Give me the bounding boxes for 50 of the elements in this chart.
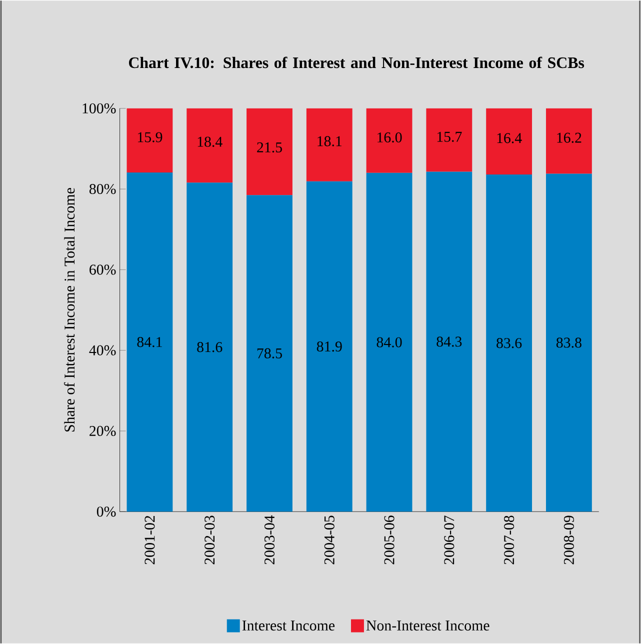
- data-label: 21.5: [257, 142, 282, 152]
- bar: [186, 182, 233, 512]
- bar: [306, 181, 352, 512]
- x-tick-label: 2002-03: [204, 516, 215, 564]
- bar: [126, 108, 173, 173]
- data-label: 15.9: [138, 132, 162, 142]
- bar: [306, 108, 352, 182]
- bar: [366, 172, 412, 512]
- data-label: 84.0: [376, 337, 402, 348]
- data-label: 83.8: [556, 338, 582, 348]
- x-tick-label: 2008-09: [564, 516, 574, 564]
- bar: [546, 108, 592, 174]
- bar: [426, 108, 472, 172]
- y-tick-label: 20%: [90, 426, 116, 436]
- x-tick-label: 2003-04: [264, 515, 275, 564]
- bar: [546, 174, 592, 512]
- data-label: 18.1: [318, 136, 342, 146]
- data-label: 16.4: [497, 133, 522, 144]
- bar: [426, 172, 472, 512]
- legend-label: Interest Income: [242, 620, 335, 631]
- data-label: 83.6: [496, 338, 522, 348]
- x-tick-label: 2005-06: [384, 516, 394, 564]
- x-tick-label: 2004-05: [324, 516, 335, 564]
- x-tick-label: 2007-08: [504, 516, 514, 564]
- data-label: 84.1: [137, 337, 162, 348]
- data-label: 81.9: [316, 341, 342, 352]
- x-tick-label: 2001-02: [144, 516, 155, 564]
- bar: [486, 108, 532, 175]
- data-label: 84.3: [436, 336, 462, 347]
- y-tick-label: 100%: [82, 103, 116, 114]
- data-label: 78.5: [258, 348, 282, 358]
- y-tick-label: 40%: [89, 345, 116, 356]
- bar: [246, 108, 293, 196]
- data-label: 15.7: [438, 132, 462, 142]
- y-axis-title: Share of Interest Income in Total Income: [64, 188, 75, 432]
- bar: [126, 172, 173, 512]
- legend-label: Non-Interest Income: [366, 620, 490, 631]
- data-label: 16.2: [557, 132, 582, 143]
- y-tick-label: 0%: [97, 506, 116, 517]
- chart-title: Chart IV.10: Shares of Interest and Non-Interest Income of SCBs: [129, 56, 584, 68]
- y-tick-label: 60%: [90, 264, 116, 275]
- bar: [486, 174, 532, 512]
- y-tick-label: 80%: [90, 184, 116, 194]
- bar: [246, 195, 293, 512]
- bar: [366, 108, 412, 173]
- data-label: 18.4: [198, 136, 223, 147]
- x-tick-label: 2006-07: [444, 516, 454, 564]
- data-label: 16.0: [378, 132, 402, 142]
- bar: [186, 108, 233, 183]
- data-label: 81.6: [197, 342, 222, 352]
